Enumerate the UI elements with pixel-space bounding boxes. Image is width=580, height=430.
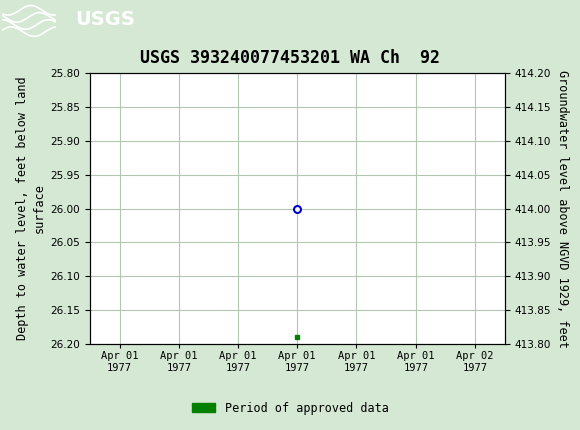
Y-axis label: Depth to water level, feet below land
surface: Depth to water level, feet below land su…: [16, 77, 46, 341]
Text: USGS: USGS: [75, 10, 135, 29]
Y-axis label: Groundwater level above NGVD 1929, feet: Groundwater level above NGVD 1929, feet: [556, 70, 570, 347]
Legend: Period of approved data: Period of approved data: [187, 397, 393, 420]
Text: USGS 393240077453201 WA Ch  92: USGS 393240077453201 WA Ch 92: [140, 49, 440, 67]
